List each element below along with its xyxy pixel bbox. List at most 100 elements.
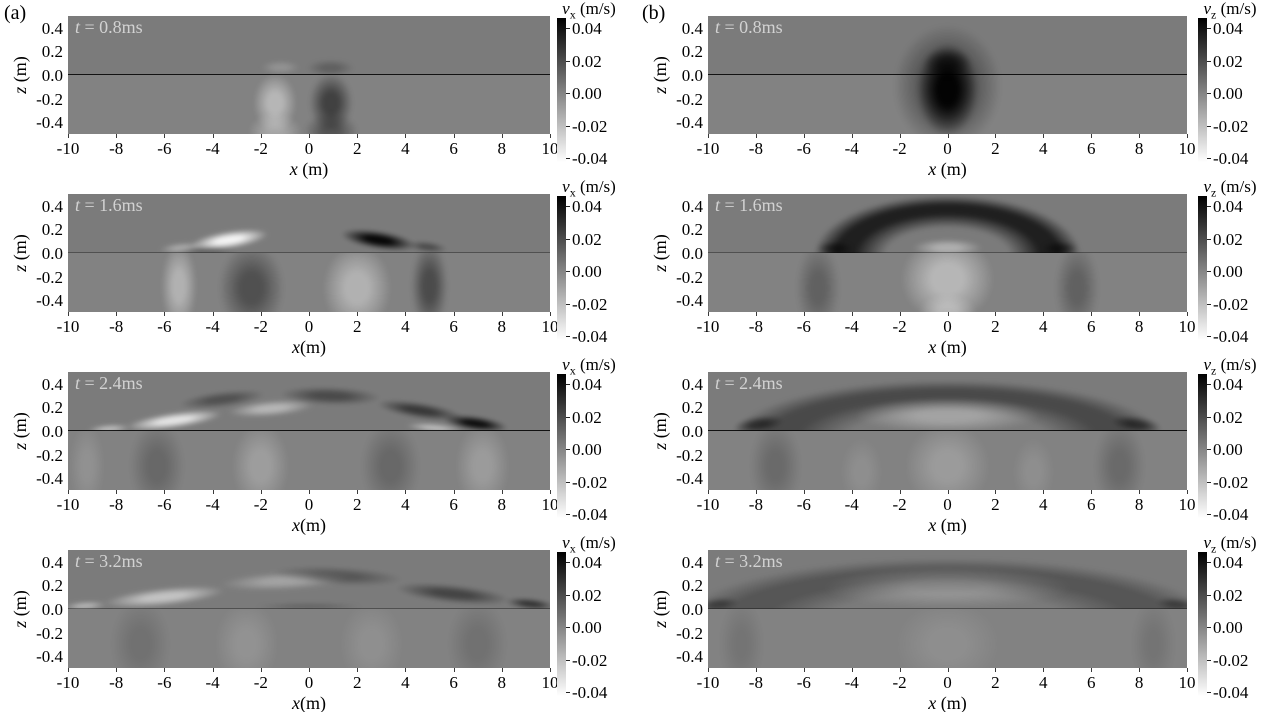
y-tick-label: 0.2 [41,576,63,596]
x-tick-mark [550,312,551,316]
colorbar-tick-mark [566,336,570,337]
wavefront-lobe [708,593,748,609]
x-axis-unit: (m) [300,515,326,535]
above-surface-region [708,372,1187,431]
wavefront-lobe [352,431,430,490]
x-tick-mark [116,668,118,672]
y-tick-label: -0.4 [676,113,703,133]
x-tick-mark [68,668,69,672]
wavefield-below [708,609,1187,668]
x-tick-mark [164,668,166,672]
colorbar-tick-label: 0.04 [572,197,602,216]
x-tick-label: 8 [497,317,507,336]
free-surface-line [68,608,550,609]
colorbar-title: vx (m/s) [541,355,637,376]
x-axis-label: x(m) [264,337,354,358]
x-tick-label: -4 [205,139,220,158]
colorbar-variable: v [562,533,570,552]
x-tick-mark [405,312,407,316]
x-tick-label: -8 [109,317,124,336]
wavefront-lobe [832,431,890,490]
y-tick-label: -0.2 [36,445,63,465]
colorbar-tick-label: 0.02 [1213,585,1243,605]
x-tick-mark [68,134,69,138]
colorbar-tick-mark [1207,384,1211,385]
x-tick-mark [309,312,310,316]
wavefront-ring [727,379,1168,431]
x-axis-label: x (m) [903,515,993,536]
below-surface-region [708,253,1187,312]
colorbar-unit: (m/s) [575,0,616,18]
x-tick-mark [851,312,853,316]
colorbar-tick-mark [1207,336,1211,337]
wavefield-below [708,431,1187,490]
colorbar-tick-label: -0.02 [1213,294,1249,314]
x-tick-mark [1187,668,1188,672]
wavefront-lobe [890,431,1005,490]
x-axis-unit: (m) [300,693,326,712]
x-tick-label: 2 [352,317,362,336]
colorbar-tick-label: 0.02 [1213,229,1243,249]
y-tick-label: -0.2 [36,623,63,643]
x-tick-label: -4 [844,495,859,514]
y-tick-label: -0.2 [676,445,703,465]
x-tick-label: -8 [748,139,763,158]
wavefront-lobe [712,609,771,668]
colorbar-tick-mark [1207,514,1211,515]
colorbar-variable-subscript: z [1211,7,1217,22]
colorbar-tick-label: 0.00 [572,440,602,459]
colorbar-tick-mark [566,659,570,661]
x-axis-variable: x [928,337,937,357]
colorbar-title: vx (m/s) [541,177,637,198]
time-value: = 0.8ms [80,17,143,37]
wavefront-lobe [789,253,847,312]
x-tick-mark [116,312,118,316]
x-tick-label: -4 [205,673,220,692]
y-tick-label: -0.2 [36,267,63,287]
x-tick-label: 8 [1134,495,1144,514]
y-tick-label: 0.4 [41,552,63,572]
below-surface-region [68,609,550,668]
x-tick-mark [309,668,310,672]
x-tick-label: 2 [352,139,362,158]
colorbar-title: vz (m/s) [1182,0,1268,22]
x-tick-label: 4 [401,139,410,158]
below-surface-region [708,609,1187,668]
colorbar-tick-label: -0.02 [572,116,608,136]
x-tick-label: 8 [497,495,507,514]
colorbar-tick-mark [1207,481,1211,483]
heatmap-panel-a4: t = 3.2ms [68,550,550,668]
x-tick-label: -6 [796,317,811,336]
x-tick-label: 10 [1178,317,1196,336]
wavefront-lobe [822,392,1073,431]
colorbar-tick-mark [566,627,570,628]
colorbar-tick-mark [566,93,570,94]
x-tick-label: 2 [352,495,362,514]
x-tick-mark [755,134,757,138]
x-tick-mark [1091,490,1093,494]
x-axis-label: x (m) [903,337,993,358]
colorbar-tick-label: 0.00 [572,262,602,281]
wavefront-lobe [741,431,809,490]
x-tick-mark [1187,312,1188,316]
x-tick-mark [995,490,997,494]
time-variable: t [75,195,81,215]
x-tick-mark [947,490,949,494]
x-tick-mark [357,312,359,316]
y-tick-label: 0.0 [681,66,703,85]
colorbar-tick-mark [1207,692,1211,693]
y-tick-label: 0.2 [41,220,63,240]
y-tick-label: 0.2 [41,42,63,62]
time-variable: t [75,17,81,37]
wavefield-above [68,550,550,609]
wavefront-lobe [1086,431,1154,490]
y-tick-label: -0.4 [36,647,63,667]
wavefront-lobe [496,593,550,609]
heatmap-panel-b1: t = 0.8ms [708,16,1187,134]
colorbar-unit: (m/s) [575,355,616,374]
colorbar-tick-mark [1207,449,1211,450]
colorbar-tick-label: 0.00 [1213,618,1243,637]
colorbar-tick-label: 0.04 [1213,375,1243,394]
y-tick-label: 0.0 [41,600,63,619]
